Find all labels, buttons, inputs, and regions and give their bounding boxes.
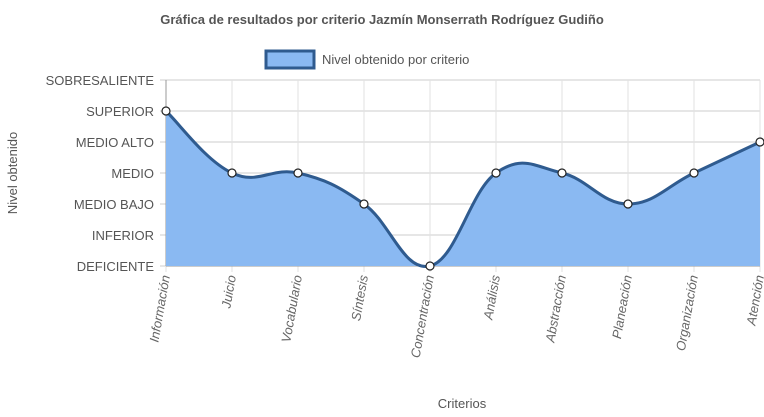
- data-point[interactable]: [227, 168, 237, 178]
- data-point[interactable]: [755, 137, 764, 147]
- data-point[interactable]: [557, 168, 567, 178]
- data-points: [161, 106, 764, 271]
- x-tick-label: Juicio: [218, 274, 239, 310]
- x-tick-label: Abstracción: [542, 274, 569, 344]
- data-point[interactable]: [689, 168, 699, 178]
- x-tick-label: Atención: [743, 274, 764, 327]
- y-tick-label: SUPERIOR: [86, 104, 154, 119]
- data-point[interactable]: [425, 261, 435, 271]
- y-tick-label: DEFICIENTE: [77, 259, 155, 274]
- legend-swatch: [264, 49, 316, 70]
- x-tick-label: Análisis: [480, 273, 503, 321]
- data-point[interactable]: [623, 199, 633, 209]
- chart-title: Gráfica de resultados por criterio Jazmí…: [160, 12, 604, 27]
- x-axis-title: Criterios: [438, 396, 487, 411]
- x-tick-label: Concentración: [408, 274, 437, 359]
- data-point[interactable]: [359, 199, 369, 209]
- series-area-fill: [166, 111, 760, 267]
- y-tick-label: MEDIO: [111, 166, 154, 181]
- x-axis-ticks: Información Juicio Vocabulario Síntesis Conc…: [146, 273, 764, 359]
- series-line: [164, 109, 761, 268]
- x-tick-label: Síntesis: [348, 273, 371, 322]
- data-point[interactable]: [293, 168, 303, 178]
- y-axis-title: Nivel obtenido: [5, 132, 20, 214]
- data-point[interactable]: [161, 106, 171, 116]
- x-tick-label: Organización: [673, 274, 701, 352]
- x-tick-label: Vocabulario: [278, 274, 305, 344]
- x-tick-label: Información: [146, 274, 173, 343]
- y-tick-label: MEDIO ALTO: [76, 135, 154, 150]
- y-tick-label: SOBRESALIENTE: [46, 73, 155, 88]
- legend-label: Nivel obtenido por criterio: [322, 52, 469, 67]
- y-tick-label: MEDIO BAJO: [74, 197, 154, 212]
- data-point[interactable]: [491, 168, 501, 178]
- series-area: [164, 109, 761, 268]
- y-tick-label: INFERIOR: [92, 228, 154, 243]
- y-axis-ticks: DEFICIENTE INFERIOR MEDIO BAJO MEDIO MEDIO A…: [46, 73, 155, 274]
- x-tick-label: Planeación: [609, 274, 635, 340]
- legend[interactable]: Nivel obtenido por criterio: [264, 49, 469, 70]
